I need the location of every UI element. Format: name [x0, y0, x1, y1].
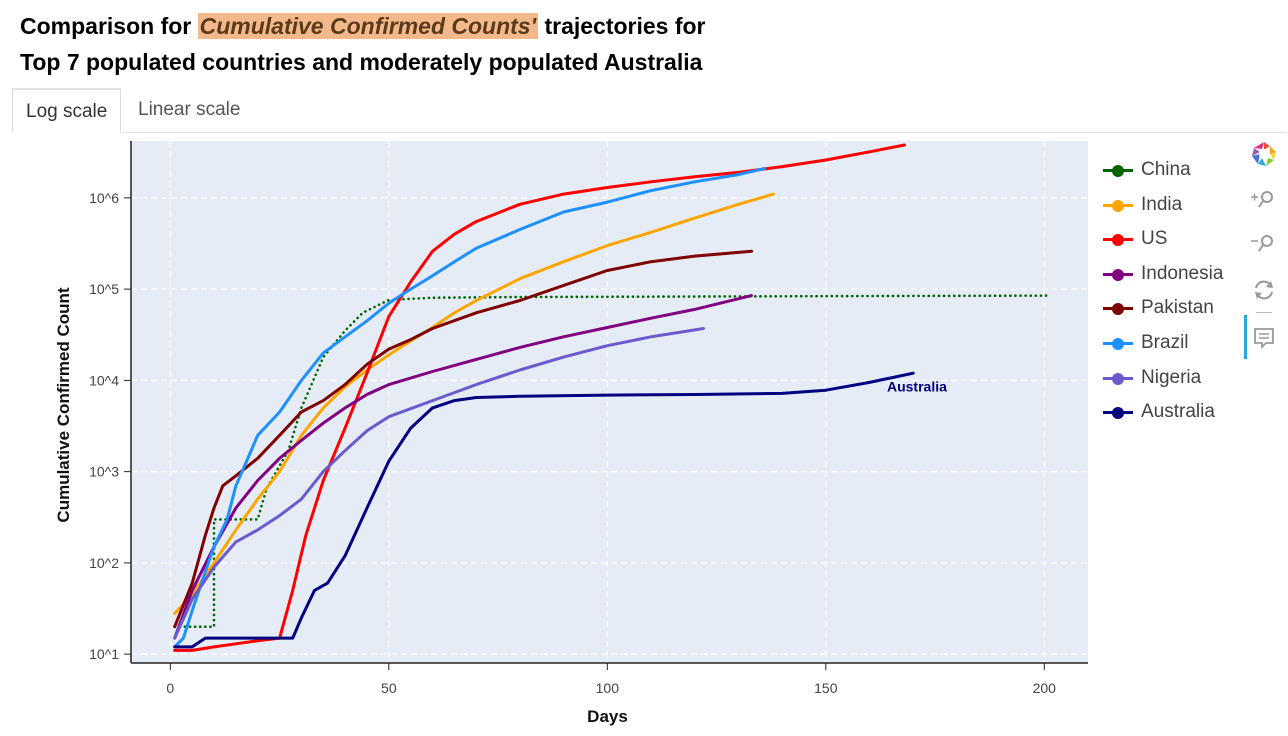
legend-item-pakistan[interactable]: Pakistan [1103, 291, 1243, 326]
chart-title: Comparison for Cumulative Confirmed Coun… [20, 8, 1020, 80]
x-tick-label: 200 [1033, 680, 1057, 696]
x-tick-label: 100 [596, 680, 620, 696]
legend-swatch-dot [1112, 165, 1124, 177]
legend-swatch [1103, 404, 1133, 422]
legend-swatch-dot [1112, 337, 1124, 350]
legend-item-australia[interactable]: Australia [1103, 395, 1243, 430]
series-line-us [173, 143, 906, 652]
legend-label: Australia [1141, 401, 1215, 423]
legend-swatch [1103, 162, 1133, 180]
scale-tabs: Log scale Linear scale [12, 88, 1287, 133]
series-line-brazil [173, 167, 767, 649]
hover-tooltip-icon[interactable] [1250, 324, 1278, 352]
tab-log-scale[interactable]: Log scale [12, 88, 122, 133]
legend: China India US Indonesia Pakistan Brazil Niger… [1103, 153, 1243, 430]
legend-item-us[interactable]: US [1103, 222, 1243, 257]
legend-item-india[interactable]: India [1103, 188, 1243, 223]
x-tick-label: 50 [381, 680, 397, 696]
legend-label: Pakistan [1141, 297, 1214, 319]
legend-label: Indonesia [1141, 262, 1224, 284]
legend-item-nigeria[interactable]: Nigeria [1103, 361, 1243, 396]
active-tool-indicator [1244, 315, 1247, 359]
title-highlight: Cumulative Confirmed Counts' [197, 13, 539, 39]
bokeh-logo-icon[interactable] [1250, 140, 1278, 168]
legend-swatch [1103, 335, 1133, 353]
series-line-pakistan [173, 249, 753, 629]
legend-label: India [1141, 193, 1183, 215]
legend-label: Nigeria [1141, 366, 1202, 388]
legend-swatch [1103, 370, 1133, 388]
legend-swatch [1103, 266, 1133, 284]
legend-item-brazil[interactable]: Brazil [1103, 326, 1243, 361]
y-axis-label: Cumulative Confirmed Count [54, 287, 73, 523]
legend-swatch-dot [1112, 268, 1124, 281]
series-line-indonesia [173, 294, 753, 640]
tab-linear-scale[interactable]: Linear scale [138, 99, 241, 120]
legend-item-indonesia[interactable]: Indonesia [1103, 257, 1243, 292]
zoom-in-icon[interactable] [1250, 186, 1278, 214]
series-line-china [173, 294, 1050, 629]
title-line-1: Comparison for Cumulative Confirmed Coun… [20, 8, 1020, 44]
legend-label: Brazil [1141, 331, 1189, 353]
reset-icon[interactable] [1250, 276, 1278, 304]
y-tick-label: 10^5 [89, 281, 119, 297]
plot-toolbar [1244, 140, 1284, 365]
chart: 0 50 100 150 200 10^1 10^2 10^3 10^4 10^5 10^6 Days… [54, 141, 1088, 726]
legend-swatch [1103, 300, 1133, 318]
x-axis-label: Days [587, 707, 628, 726]
legend-swatch-dot [1112, 234, 1124, 247]
x-tick-label: 150 [814, 680, 838, 696]
y-tick-label: 10^6 [89, 190, 119, 206]
legend-swatch-dot [1112, 372, 1124, 385]
legend-label: China [1141, 159, 1191, 180]
title-line-2: Top 7 populated countries and moderately… [20, 49, 703, 75]
australia-annotation: Australia [887, 378, 947, 394]
series-line-australia [173, 371, 915, 649]
legend-swatch-dot [1112, 407, 1124, 420]
legend-swatch-dot [1112, 199, 1124, 212]
toolbar-separator [1256, 312, 1272, 313]
title-prefix: Comparison for [20, 13, 198, 39]
series-line-india [173, 192, 775, 615]
legend-label: US [1141, 228, 1168, 250]
plot-area [131, 141, 1088, 663]
series-line-nigeria [173, 327, 705, 640]
legend-swatch [1103, 231, 1133, 249]
y-tick-label: 10^1 [89, 646, 119, 662]
legend-swatch [1103, 197, 1133, 215]
y-tick-label: 10^2 [89, 555, 119, 571]
title-suffix: trajectories for [538, 13, 706, 39]
y-tick-label: 10^4 [89, 372, 119, 388]
legend-swatch-dot [1112, 303, 1124, 316]
y-tick-label: 10^3 [89, 464, 119, 480]
zoom-out-icon[interactable] [1250, 230, 1278, 258]
legend-item-china[interactable]: China [1103, 153, 1243, 188]
x-tick-label: 0 [166, 680, 174, 696]
